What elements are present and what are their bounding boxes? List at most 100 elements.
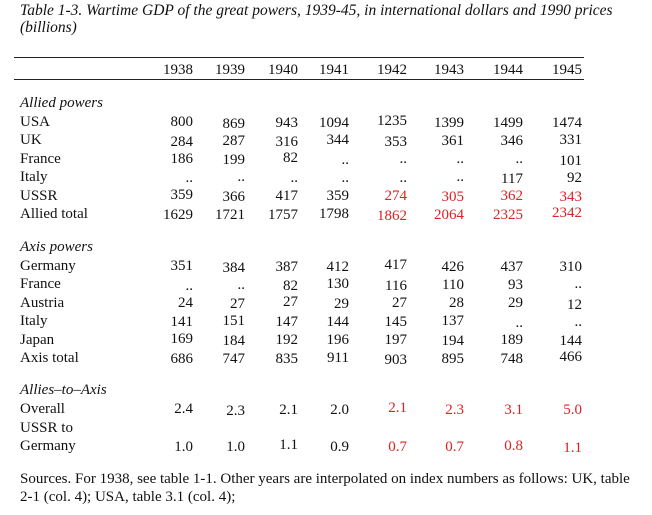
table-cell: 895 (441, 350, 465, 367)
table-cell: 1721 (215, 206, 245, 223)
table-cell: .. (237, 168, 246, 185)
table-cell: 361 (441, 133, 465, 149)
table-cell: 344 (326, 131, 350, 148)
table-cell: 387 (275, 258, 299, 275)
table-cell: 197 (384, 331, 408, 348)
table-cell: 359 (326, 188, 350, 205)
table-cell: .. (290, 170, 299, 187)
row-label: USA (20, 114, 51, 130)
table-cell: .. (574, 276, 583, 293)
table-cell: 310 (559, 258, 583, 275)
column-header: 1945 (552, 62, 582, 78)
section-heading: Axis powers (20, 239, 93, 255)
row-label: USSR to (20, 419, 73, 436)
table-cell: .. (341, 152, 350, 168)
table-cell: 24 (178, 295, 193, 312)
table-cell: 29 (334, 296, 349, 312)
table-cell: .. (456, 169, 465, 186)
table-cell: 1757 (268, 206, 298, 223)
row-label: Germany (20, 438, 76, 454)
table-cell: 29 (508, 294, 523, 311)
table-cell: 1399 (434, 115, 464, 132)
table-cell: 144 (326, 313, 350, 330)
table-cell: 346 (500, 133, 524, 149)
table-cell: 316 (275, 133, 299, 150)
table-cell: 192 (275, 332, 299, 349)
table-cell: 2.3 (445, 402, 464, 419)
table-cell: 359 (170, 187, 194, 203)
table-cell: 5.0 (563, 401, 582, 418)
table-cell: 117 (501, 171, 523, 187)
row-label: France (20, 150, 61, 167)
table-cell: 82 (283, 277, 298, 294)
table-cell: 147 (275, 314, 299, 331)
table-cell: .. (237, 277, 246, 293)
column-header: 1939 (215, 62, 245, 78)
table-cell: 384 (222, 259, 246, 276)
table-cell: .. (341, 169, 350, 186)
table-cell: 2.0 (330, 402, 349, 419)
row-label: France (20, 276, 61, 293)
row-label: Allied total (20, 206, 88, 222)
table-cell: 437 (500, 258, 524, 275)
table-cell: 93 (508, 277, 523, 293)
table-cell: 1499 (493, 114, 523, 131)
table-cell: 189 (500, 332, 524, 349)
row-label: USSR (20, 187, 58, 204)
table-cell: 1.1 (563, 439, 582, 456)
row-label: Italy (20, 313, 48, 330)
table-cell: 169 (170, 331, 194, 347)
table-cell: .. (515, 150, 524, 167)
table-cell: 141 (170, 314, 194, 331)
table-cell: .. (185, 170, 194, 187)
table-cell: 186 (170, 151, 194, 168)
column-header: 1944 (493, 62, 523, 78)
table-cell: 747 (222, 350, 246, 367)
table-cell: 12 (567, 296, 582, 313)
table-cell: 3.1 (504, 401, 523, 418)
table-cell: 199 (222, 152, 246, 168)
table-cell: 748 (500, 351, 524, 368)
column-header: 1940 (268, 62, 298, 78)
column-header: 1943 (434, 62, 464, 78)
table-cell: 0.8 (504, 438, 523, 454)
table-cell: 101 (559, 152, 583, 169)
table-cell: 28 (449, 295, 464, 312)
table-cell: 943 (275, 114, 299, 131)
table-cell: .. (399, 169, 408, 186)
table-cell: 196 (326, 332, 350, 349)
table-cell: 2.1 (279, 401, 298, 418)
table-cell: 1.1 (279, 437, 298, 454)
table-cell: 1094 (319, 115, 349, 132)
table-cell: 2.1 (388, 400, 407, 417)
table-cell: 1235 (377, 113, 407, 130)
table-cell: 145 (384, 313, 408, 330)
table-cell: 144 (559, 332, 583, 349)
section-heading: Allies–to–Axis (20, 382, 107, 398)
header-rule-bottom (14, 79, 584, 80)
row-label: UK (20, 132, 42, 149)
table-cell: .. (574, 313, 583, 330)
table-cell: 1862 (377, 207, 407, 224)
table-cell: 151 (222, 312, 246, 329)
table-cell: 284 (170, 134, 194, 151)
table-cell: 274 (384, 187, 408, 204)
table-cell: 287 (222, 133, 246, 149)
table-cell: 0.9 (330, 439, 349, 456)
table-title: Table 1-3. Wartime GDP of the great powe… (20, 2, 613, 36)
section-heading: Allied powers (20, 95, 103, 111)
table-cell: 686 (170, 351, 194, 368)
row-label: Axis total (20, 350, 79, 366)
column-header: 1942 (377, 62, 407, 78)
table-cell: 366 (222, 188, 246, 205)
table-cell: 911 (327, 350, 349, 366)
table-cell: .. (515, 315, 524, 331)
row-label: Overall (20, 401, 65, 417)
table-cell: 362 (500, 188, 524, 205)
table-cell: 412 (326, 259, 350, 276)
table-cell: 92 (567, 169, 582, 186)
row-label: Austria (20, 294, 65, 311)
row-label: Japan (20, 331, 55, 348)
table-cell: 2.4 (174, 401, 193, 417)
table-cell: 1.0 (226, 439, 245, 456)
